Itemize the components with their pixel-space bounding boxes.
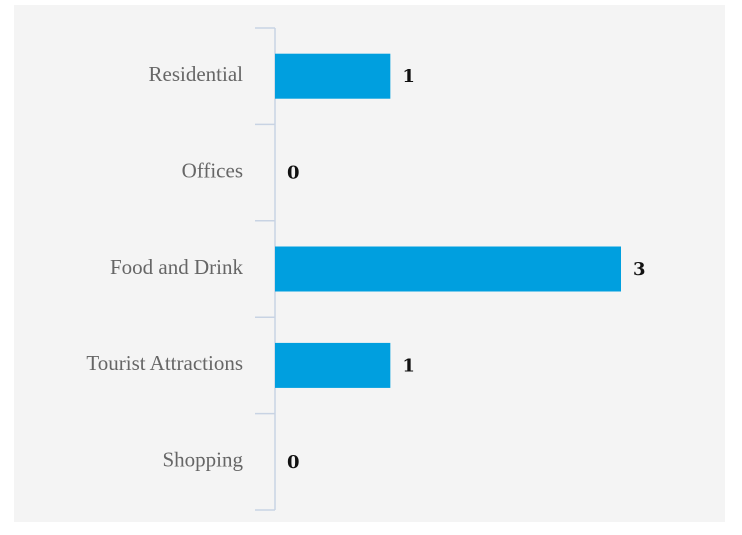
category-label: Tourist Attractions: [86, 351, 243, 375]
value-label: 1: [402, 66, 415, 87]
value-label: 0: [287, 452, 300, 473]
category-label: Food and Drink: [110, 255, 243, 279]
category-label: Shopping: [162, 448, 243, 472]
value-label: 1: [402, 355, 415, 376]
bar: [275, 246, 621, 292]
value-label: 0: [287, 163, 300, 184]
category-label: Offices: [182, 158, 243, 182]
bar: [275, 53, 391, 99]
value-label: 3: [633, 259, 646, 280]
category-label: Residential: [149, 62, 244, 86]
bar: [275, 342, 391, 388]
